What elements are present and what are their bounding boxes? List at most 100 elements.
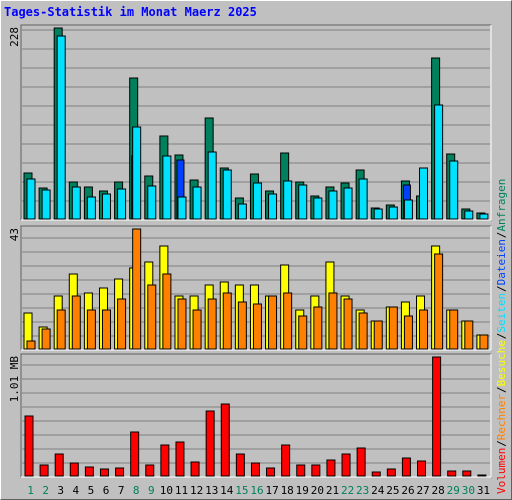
x-tick-label: 10 (160, 484, 173, 497)
x-tick-label: 2 (42, 484, 49, 497)
bar-volumen (205, 410, 215, 477)
panel-max-label: 1.01 MB (8, 356, 21, 403)
legend-seiten: Seiten (495, 293, 508, 333)
bar-rechner (373, 320, 383, 350)
bar-seiten (328, 190, 338, 220)
chart-panels: 228 43 1.01 MB (8, 24, 492, 478)
bar-seiten (71, 186, 81, 220)
bar-seiten (313, 197, 323, 220)
bar-volumen (341, 453, 351, 477)
bar-volumen (386, 468, 396, 477)
bar-seiten (101, 193, 111, 220)
legend-separator: / (495, 285, 508, 292)
bar-volumen (145, 464, 155, 477)
bar-rechner (313, 306, 323, 350)
panel-2: 43 (8, 225, 492, 351)
x-tick-label: 21 (326, 484, 339, 497)
bar-seiten (41, 189, 51, 220)
bar-rechner (237, 301, 247, 350)
legend-separator: / (495, 333, 508, 340)
panel-1: 228 (8, 24, 492, 221)
bar-seiten (252, 182, 262, 220)
panel-max-label: 228 (8, 27, 21, 47)
x-tick-label: 3 (57, 484, 64, 497)
bar-rechner (479, 334, 489, 350)
x-tick-label: 27 (416, 484, 429, 497)
bar-volumen (54, 453, 64, 477)
bar-rechner (268, 295, 278, 350)
x-tick-label: 18 (281, 484, 294, 497)
x-tick-label: 19 (296, 484, 309, 497)
bar-volumen (447, 470, 457, 477)
x-tick-label: 20 (311, 484, 324, 497)
bar-volumen (356, 447, 366, 477)
bar-rechner (26, 340, 36, 350)
x-tick-label: 26 (401, 484, 414, 497)
bar-volumen (417, 460, 427, 477)
bar-rechner (283, 292, 293, 350)
bar-volumen (326, 459, 336, 477)
bar-seiten (419, 167, 429, 220)
bar-rechner (358, 312, 368, 350)
bar-seiten (434, 104, 444, 220)
bar-volumen (190, 461, 200, 477)
bar-seiten (479, 213, 489, 220)
bar-rechner (117, 298, 127, 350)
bar-rechner (132, 228, 142, 350)
bar-rechner (71, 295, 81, 350)
bar-volumen (24, 415, 34, 477)
legend-volumen: Volumen (495, 448, 508, 494)
bar-volumen (220, 403, 230, 477)
legend-separator: / (495, 386, 508, 393)
bar-seiten (268, 193, 278, 220)
bar-volumen (250, 462, 260, 477)
x-tick-label: 6 (103, 484, 110, 497)
bar-rechner (86, 309, 96, 350)
bar-volumen (266, 467, 276, 477)
bar-volumen (401, 457, 411, 477)
x-tick-label: 22 (341, 484, 354, 497)
x-tick-label: 15 (235, 484, 248, 497)
bar-volumen (311, 464, 321, 477)
x-tick-label: 30 (462, 484, 475, 497)
legend-rechner: Rechner (495, 393, 508, 440)
x-tick-label: 23 (356, 484, 369, 497)
bar-seiten (147, 185, 157, 220)
bar-volumen (160, 444, 170, 477)
bar-seiten (449, 160, 459, 220)
x-tick-label: 31 (477, 484, 490, 497)
panel-3: 1.01 MB (8, 353, 492, 478)
x-tick-label: 9 (148, 484, 155, 497)
legend-besuche: Besuche (495, 340, 508, 386)
bar-rechner (449, 309, 459, 350)
bar-volumen (235, 453, 245, 477)
bar-seiten (192, 186, 202, 220)
bar-rechner (419, 309, 429, 350)
bar-volumen (39, 464, 49, 477)
legend-separator: / (495, 440, 508, 447)
bar-seiten (26, 178, 36, 220)
bar-volumen (462, 470, 472, 477)
x-tick-label: 7 (118, 484, 125, 497)
bar-volumen (477, 474, 487, 477)
x-tick-label: 28 (432, 484, 445, 497)
bar-rechner (101, 309, 111, 350)
bar-volumen (115, 467, 125, 477)
x-tick-label: 13 (205, 484, 218, 497)
x-tick-label: 29 (447, 484, 460, 497)
bar-volumen (371, 471, 381, 477)
x-tick-label: 8 (133, 484, 140, 497)
bar-rechner (222, 292, 232, 350)
bar-seiten (222, 169, 232, 220)
x-tick-label: 1 (27, 484, 34, 497)
bar-rechner (388, 306, 398, 350)
bar-seiten (117, 188, 127, 220)
bar-seiten (358, 178, 368, 220)
bar-seiten (464, 210, 474, 220)
bar-rechner (328, 292, 338, 350)
legend-separator: / (495, 232, 508, 239)
bar-seiten (403, 199, 413, 220)
x-tick-label: 12 (190, 484, 203, 497)
bar-rechner (464, 320, 474, 350)
legend-anfragen: Anfragen (495, 179, 508, 232)
